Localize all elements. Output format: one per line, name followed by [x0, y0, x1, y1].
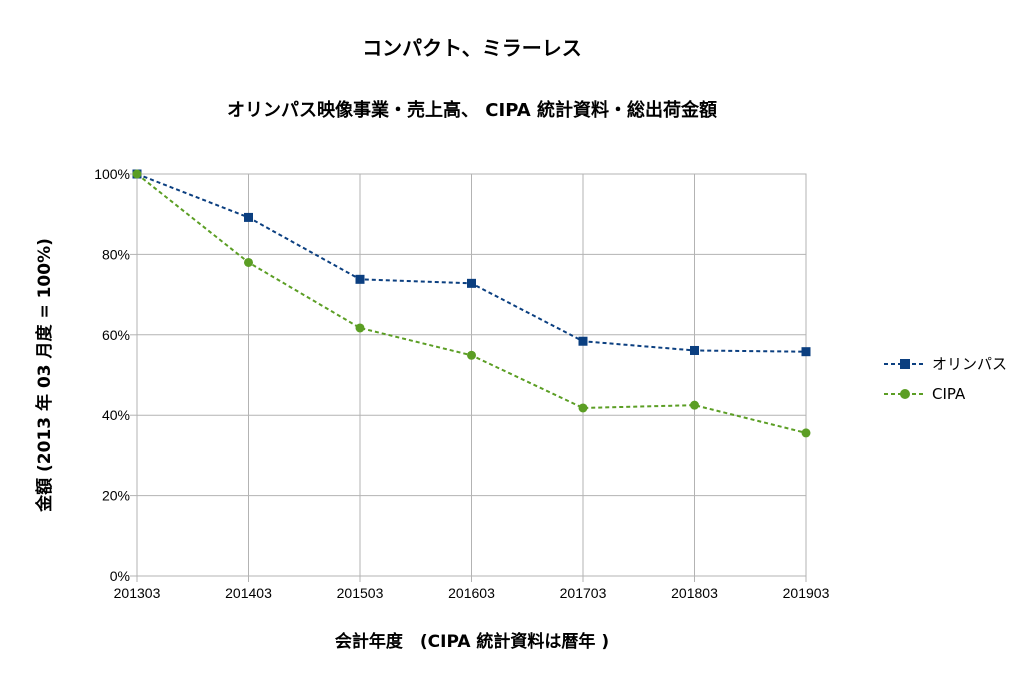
legend-label: オリンパス — [932, 355, 1007, 373]
data-point-square — [244, 212, 253, 222]
data-point-square — [801, 347, 811, 357]
series-layer — [132, 169, 811, 438]
data-point-square — [467, 278, 476, 288]
x-tick-label: 201803 — [671, 585, 718, 601]
data-point-square — [355, 274, 365, 284]
y-tick-label: 40% — [102, 407, 130, 423]
legend-label: CIPA — [932, 385, 966, 403]
axes — [130, 173, 807, 582]
y-tick-label: 100% — [94, 166, 130, 182]
legend: オリンパス CIPA — [884, 355, 1007, 403]
y-tick-label: 0% — [110, 568, 130, 584]
x-tick-label: 201503 — [337, 585, 384, 601]
legend-marker-circle — [900, 389, 910, 399]
y-tick-label: 60% — [102, 327, 130, 343]
grid-lines — [136, 173, 807, 577]
x-tick-label: 201703 — [560, 585, 607, 601]
tick-labels: 0% 20% 40% 60% 80% 100% 201303 201403 201503 2016… — [94, 166, 829, 601]
x-axis-label: 会計年度 (CIPA 統計資料は暦年 ) — [335, 631, 609, 652]
data-point-circle — [801, 428, 811, 438]
y-tick-label: 80% — [102, 246, 130, 262]
legend-marker-square — [900, 359, 910, 369]
data-point-circle — [355, 323, 365, 333]
y-tick-label: 20% — [102, 488, 130, 504]
y-axis-label: 金額 (2013 年 03 月度 = 100%) — [34, 238, 55, 513]
data-point-circle — [244, 257, 253, 267]
data-point-circle — [690, 400, 699, 410]
legend-item-1: オリンパス — [884, 355, 1007, 373]
chart-title: コンパクト、ミラーレス — [362, 36, 582, 60]
x-tick-label: 201403 — [225, 585, 272, 601]
legend-item-2: CIPA — [884, 385, 966, 403]
chart-subtitle: オリンパス映像事業・売上高、 CIPA 統計資料・総出荷金額 — [227, 99, 717, 121]
data-point-square — [690, 345, 699, 355]
series-2 — [132, 169, 811, 438]
plot-area-border — [136, 173, 807, 577]
x-tick-label: 201303 — [114, 585, 161, 601]
data-point-circle — [467, 350, 476, 360]
data-point-circle — [578, 403, 588, 413]
data-point-circle — [132, 169, 142, 179]
x-tick-label: 201603 — [448, 585, 495, 601]
x-tick-label: 201903 — [783, 585, 830, 601]
data-point-square — [578, 336, 588, 346]
